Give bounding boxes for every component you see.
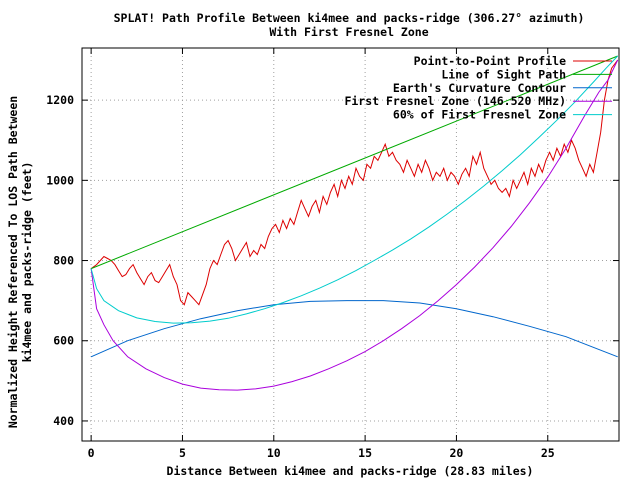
- series-line-profile: [90, 59, 619, 306]
- y-tick-label: 1000: [46, 173, 74, 187]
- legend-label-fresnel60: 60% of First Fresnel Zone: [393, 108, 566, 122]
- chart-title: SPLAT! Path Profile Between ki4mee and p…: [114, 11, 585, 25]
- chart-subtitle: With First Fresnel Zone: [269, 25, 428, 39]
- series-line-earth: [90, 300, 618, 358]
- plot-series: [90, 55, 619, 391]
- y-tick-label: 800: [53, 254, 74, 268]
- series-line-fresnel: [90, 59, 619, 391]
- legend-label-earth: Earth's Curvature Contour: [393, 81, 566, 95]
- y-tick-label: 1200: [46, 93, 74, 107]
- x-tick-label: 10: [267, 446, 281, 460]
- x-axis-label: Distance Between ki4mee and packs-ridge …: [167, 464, 534, 478]
- x-tick-label: 5: [179, 446, 186, 460]
- legend-label-fresnel: First Fresnel Zone (146.520 MHz): [344, 94, 566, 108]
- x-tick-label: 25: [541, 446, 555, 460]
- y-tick-label: 400: [53, 414, 74, 428]
- legend-label-profile: Point-to-Point Profile: [414, 54, 566, 68]
- axis-ticks: 0 5 10 15 20 25 400 600 800 1000 1200: [46, 48, 619, 460]
- x-tick-label: 0: [88, 446, 95, 460]
- series-line-los: [90, 55, 618, 270]
- y-tick-label: 600: [53, 334, 74, 348]
- x-tick-label: 20: [450, 446, 464, 460]
- plot-frame: [81, 47, 620, 442]
- series-line-fresnel60: [90, 55, 619, 324]
- y-axis-label-line2: ki4mee and packs-ridge (feet): [20, 162, 34, 363]
- y-axis-label-line1: Normalized Height Referenced To LOS Path…: [6, 96, 20, 428]
- x-tick-label: 15: [358, 446, 372, 460]
- legend-label-los: Line of Sight Path: [441, 67, 566, 81]
